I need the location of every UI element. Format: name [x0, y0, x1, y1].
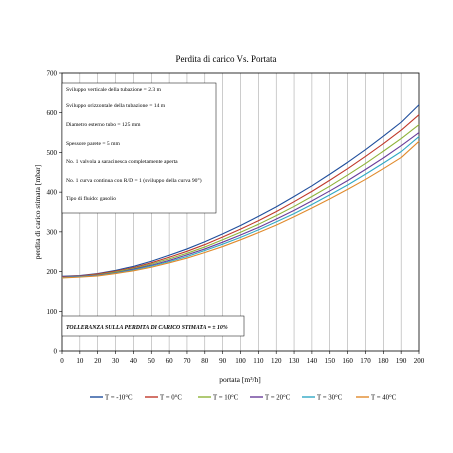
- chart-title: Perdita di carico Vs. Portata: [175, 54, 276, 64]
- legend-label: T = 30°C: [317, 395, 343, 402]
- y-tick-label: 200: [47, 268, 58, 276]
- x-tick-label: 10: [76, 357, 84, 365]
- x-tick-label: 50: [148, 357, 156, 365]
- x-tick-label: 70: [183, 357, 191, 365]
- x-tick-label: 110: [253, 357, 264, 365]
- x-tick-label: 130: [289, 357, 300, 365]
- tolerance-box-frame: [61, 315, 245, 337]
- info-line: Spessore parete = 5 mm: [66, 141, 120, 147]
- x-tick-label: 140: [307, 357, 318, 365]
- x-tick-label: 170: [360, 357, 371, 365]
- series-line-2: [61, 114, 420, 278]
- x-axis: 0 10 20 30 40 50 60 70 80 90 100 110 120 130 140 150 160…: [60, 351, 425, 365]
- x-tick-label: 80: [201, 357, 209, 365]
- y-axis-label: perdita di carico stimata [mbar]: [33, 165, 42, 260]
- y-tick-label: 400: [47, 189, 58, 197]
- info-line: Tipo di fluido: gasolio: [66, 195, 116, 202]
- x-tick-label: 30: [112, 357, 120, 365]
- series-line-1: [61, 104, 420, 277]
- legend-label: T = 10°C: [213, 395, 239, 402]
- x-tick-label: 40: [130, 357, 138, 365]
- info-line: Sviluppo orizzontale della tubazione = 1…: [66, 103, 166, 109]
- y-axis: 0 100 200 300 400 500 600 700: [47, 70, 62, 356]
- x-tick-label: 60: [166, 357, 174, 365]
- x-axis-label: portata [m³/h]: [219, 375, 261, 384]
- tolerance-note: TOLLERANZA SULLA PERDITA DI CARICO STIMA…: [66, 325, 228, 331]
- y-tick-label: 100: [47, 308, 58, 316]
- y-tick-label: 700: [47, 70, 58, 78]
- x-tick-label: 180: [378, 357, 389, 365]
- x-tick-label: 20: [94, 357, 102, 365]
- series-line-6: [61, 140, 420, 279]
- x-tick-label: 120: [271, 357, 282, 365]
- legend: T = -10°C T = 0°C T = 10°C T = 20°C T = 30°C…: [90, 395, 397, 402]
- info-line: Sviluppo verticale della tubazione = 2.3…: [66, 87, 162, 93]
- info-box-frame: [61, 82, 217, 214]
- y-tick-label: 0: [54, 348, 58, 356]
- info-line: No. 1 curva continua con R/D = 1 (svilup…: [66, 177, 202, 184]
- y-tick-label: 600: [47, 109, 58, 117]
- x-tick-label: 160: [342, 357, 353, 365]
- y-tick-label: 500: [47, 149, 58, 157]
- legend-label: T = -10°C: [105, 395, 133, 402]
- x-tick-label: 100: [235, 357, 246, 365]
- tolerance-box: TOLLERANZA SULLA PERDITA DI CARICO STIMA…: [61, 315, 245, 337]
- legend-label: T = 20°C: [265, 395, 291, 402]
- x-tick-label: 150: [325, 357, 336, 365]
- x-tick-label: 190: [396, 357, 407, 365]
- info-line: Diametro esterno tubo = 125 mm: [66, 122, 141, 128]
- info-box: Sviluppo verticale della tubazione = 2.3…: [61, 82, 217, 214]
- info-line: No. 1 valvola a saracinesca completament…: [66, 159, 178, 165]
- x-tick-label: 0: [60, 357, 64, 365]
- legend-label: T = 40°C: [371, 395, 397, 402]
- legend-label: T = 0°C: [160, 395, 182, 402]
- series-line-3: [61, 124, 420, 278]
- x-tick-label: 200: [414, 357, 425, 365]
- series-group: [61, 104, 420, 279]
- y-tick-label: 300: [47, 228, 58, 236]
- x-tick-label: 90: [219, 357, 227, 365]
